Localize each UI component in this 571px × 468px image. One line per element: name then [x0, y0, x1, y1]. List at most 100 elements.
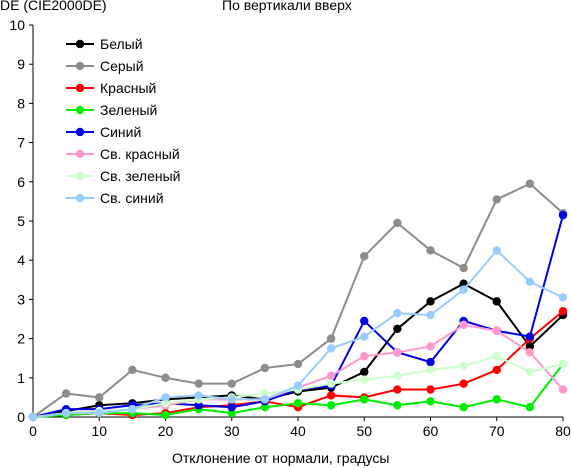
data-point — [227, 408, 236, 418]
chart-title: По вертикали вверх — [222, 0, 352, 13]
y-tick-label: 8 — [17, 95, 25, 111]
y-tick-label: 3 — [17, 291, 25, 307]
data-point — [360, 316, 369, 326]
legend-swatch-marker — [75, 61, 85, 71]
chart-series — [28, 179, 568, 422]
data-point — [260, 403, 270, 412]
legend-item: Св. зеленый — [66, 168, 180, 184]
data-point — [293, 359, 303, 369]
x-tick-label: 80 — [555, 423, 571, 439]
legend-swatch-marker — [75, 149, 85, 159]
data-point — [194, 379, 203, 388]
data-point — [426, 246, 435, 255]
data-point — [459, 361, 468, 371]
y-tick-label: 2 — [17, 331, 25, 347]
data-point — [393, 385, 402, 394]
legend-label: Зеленый — [100, 102, 157, 118]
data-point — [161, 399, 170, 408]
data-point — [128, 365, 137, 375]
y-tick-label: 5 — [17, 213, 25, 229]
data-point — [393, 324, 402, 333]
data-point — [426, 297, 435, 306]
data-point — [194, 401, 203, 410]
y-tick-label: 7 — [17, 135, 25, 151]
data-point — [426, 365, 435, 375]
data-point — [360, 252, 369, 261]
data-point — [558, 210, 568, 220]
data-point — [525, 403, 535, 412]
x-tick-label: 0 — [29, 423, 37, 439]
data-point — [459, 320, 468, 330]
data-point — [326, 371, 336, 381]
data-point — [326, 379, 336, 388]
legend-item: Синий — [66, 124, 141, 140]
data-point — [326, 334, 336, 343]
chart-legend: Белый Серый Красный Зеленый Синий Св. красный… — [66, 36, 180, 206]
data-point — [492, 326, 501, 335]
data-point — [260, 363, 270, 373]
legend-label: Белый — [100, 36, 143, 52]
data-point — [227, 395, 236, 404]
data-point — [426, 385, 435, 394]
data-point — [161, 393, 170, 402]
data-point — [227, 379, 236, 388]
legend-item: Св. синий — [66, 190, 164, 206]
legend-swatch-marker — [75, 39, 85, 49]
data-point — [459, 379, 468, 388]
data-point — [161, 410, 170, 420]
data-point — [95, 393, 104, 402]
legend-swatch-marker — [75, 127, 85, 137]
chart-axes: 0 1 2 3 4 5 6 7 8 9 10 0 10 20 30 40 50 60 70 80 — [9, 17, 571, 439]
data-point — [326, 391, 336, 400]
data-point — [194, 391, 203, 400]
data-point — [260, 389, 270, 398]
data-point — [426, 397, 435, 406]
data-point — [558, 293, 568, 302]
data-point — [492, 297, 501, 306]
data-point — [128, 404, 137, 414]
data-point — [360, 352, 369, 361]
data-point — [61, 389, 71, 398]
data-point — [393, 218, 402, 228]
data-point — [558, 306, 568, 316]
data-point — [492, 195, 501, 204]
data-point — [28, 412, 38, 422]
data-point — [393, 348, 402, 357]
data-point — [426, 357, 435, 367]
x-tick-label: 70 — [489, 423, 505, 439]
legend-swatch-marker — [75, 193, 85, 203]
y-tick-label: 0 — [17, 409, 25, 425]
data-point — [293, 381, 303, 390]
data-point — [360, 332, 369, 341]
data-point — [525, 277, 535, 286]
data-point — [525, 179, 535, 188]
data-point — [326, 401, 336, 410]
legend-swatch-marker — [75, 83, 85, 93]
legend-swatch-marker — [75, 105, 85, 115]
data-point — [393, 308, 402, 318]
data-point — [459, 285, 468, 294]
legend-item: Красный — [66, 80, 156, 96]
legend-item: Зеленый — [66, 102, 157, 118]
legend-item: Серый — [66, 58, 144, 74]
data-point — [293, 399, 303, 408]
y-tick-label: 10 — [9, 17, 25, 33]
data-point — [459, 263, 468, 273]
data-point — [525, 348, 535, 357]
data-point — [492, 352, 501, 361]
data-point — [393, 401, 402, 410]
data-point — [492, 246, 501, 255]
series-line — [32, 282, 564, 418]
data-point — [459, 403, 468, 412]
data-point — [61, 408, 71, 418]
legend-label: Св. синий — [100, 190, 164, 206]
data-point — [525, 332, 535, 341]
x-axis-label: Отклонение от нормали, градусы — [172, 450, 390, 466]
y-tick-label: 9 — [17, 56, 25, 72]
legend-label: Св. красный — [100, 146, 180, 162]
data-point — [161, 373, 170, 382]
legend-item: Св. красный — [66, 146, 180, 162]
x-tick-label: 30 — [224, 423, 240, 439]
y-tick-label: 1 — [17, 370, 25, 386]
